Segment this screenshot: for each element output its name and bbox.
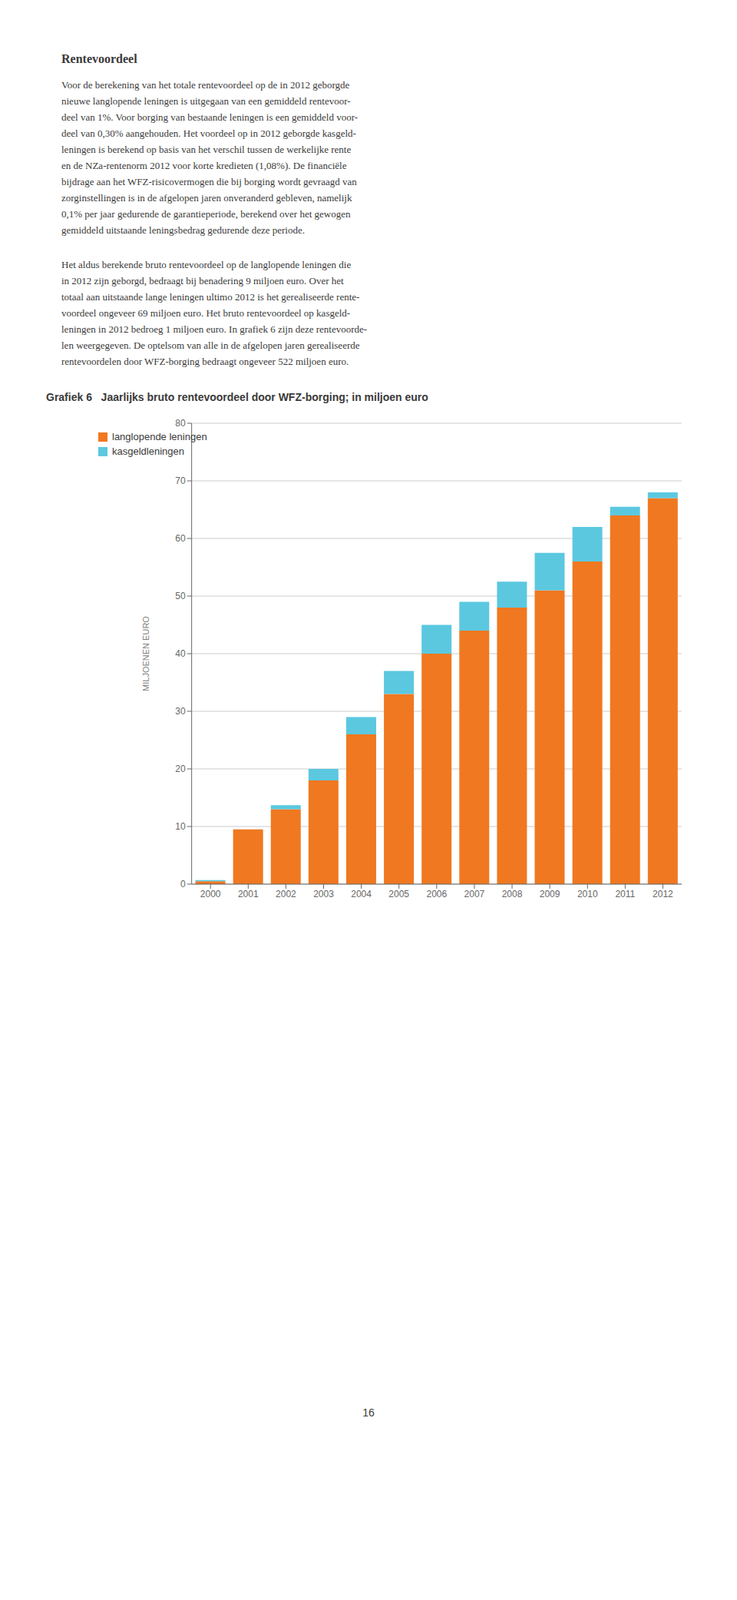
svg-text:2003: 2003 bbox=[313, 888, 334, 899]
html-text:leningen is berekend op basis: leningen is berekend op basis van het ve… bbox=[61, 143, 352, 156]
svg-text:20: 20 bbox=[175, 763, 186, 774]
html-text:nieuwe langlopende leningen is: nieuwe langlopende leningen is uitgegaan… bbox=[61, 95, 351, 107]
html-text:leningen in 2012 bedroeg 1 mil: leningen in 2012 bedroeg 1 miljoen euro.… bbox=[61, 323, 368, 335]
svg-text:2008: 2008 bbox=[502, 888, 523, 899]
html-text:16: 16 bbox=[362, 1405, 375, 1418]
html-text:len weergegeven. De optelsom v: len weergegeven. De optelsom van alle in… bbox=[61, 339, 360, 351]
svg-text:0: 0 bbox=[180, 878, 186, 890]
html-text:langlopende leningen: langlopende leningen bbox=[112, 430, 207, 443]
html-text:in 2012 zijn geborgd, bedraagt: in 2012 zijn geborgd, bedraagt bij benad… bbox=[61, 274, 344, 287]
svg-text:60: 60 bbox=[175, 532, 186, 544]
svg-text:2009: 2009 bbox=[539, 888, 561, 899]
html-text:totaal aan uitstaande lange le: totaal aan uitstaande lange leningen ult… bbox=[61, 290, 360, 303]
svg-text:10: 10 bbox=[175, 820, 186, 832]
svg-text:2007: 2007 bbox=[464, 888, 486, 899]
html-text:deel van 1%. Voor borging van: deel van 1%. Voor borging van bestaande … bbox=[61, 111, 358, 123]
html-text:bijdrage aan het WFZ-risicover: bijdrage aan het WFZ-risicovermogen die … bbox=[61, 175, 357, 188]
html-text:zorginstellingen is in de afge: zorginstellingen is in de afgelopen jare… bbox=[61, 191, 352, 204]
svg-text:2012: 2012 bbox=[652, 888, 674, 899]
svg-text:40: 40 bbox=[175, 647, 186, 659]
svg-text:2001: 2001 bbox=[237, 888, 259, 899]
html-text:Rentevoordeel: Rentevoordeel bbox=[61, 52, 138, 66]
svg-text:70: 70 bbox=[175, 475, 186, 486]
html-text:voordeel ongeveer 69 miljoen e: voordeel ongeveer 69 miljoen euro. Het b… bbox=[61, 307, 351, 319]
svg-text:30: 30 bbox=[175, 705, 186, 717]
svg-text:50: 50 bbox=[175, 590, 186, 602]
html-text:0,1% per jaar gedurende de gar: 0,1% per jaar gedurende de garantieperio… bbox=[61, 208, 351, 220]
html-text:Grafiek 6 Jaarlijks bruto rent: Grafiek 6 Jaarlijks bruto rentevoordeel … bbox=[46, 390, 429, 404]
svg-text:2002: 2002 bbox=[275, 888, 297, 899]
html-text:kasgeldleningen: kasgeldleningen bbox=[112, 445, 185, 457]
svg-text:2006: 2006 bbox=[426, 888, 447, 899]
html-text:Voor de berekening van het tot: Voor de berekening van het totale rentev… bbox=[61, 79, 350, 91]
svg-text:80: 80 bbox=[175, 417, 186, 429]
svg-text:2005: 2005 bbox=[388, 888, 410, 899]
html-text:en de NZa-rentenorm 2012 voor: en de NZa-rentenorm 2012 voor korte kred… bbox=[61, 159, 347, 172]
html-text:deel van 0,30% aangehouden. He: deel van 0,30% aangehouden. Het voordeel… bbox=[61, 127, 357, 139]
html-text:gemiddeld uitstaande leningsbe: gemiddeld uitstaande leningsbedrag gedur… bbox=[61, 224, 305, 236]
svg-text:2000: 2000 bbox=[200, 888, 222, 899]
svg-text:MILJOENEN EURO: MILJOENEN EURO bbox=[141, 615, 151, 691]
html-text:Het aldus berekende bruto rent: Het aldus berekende bruto rentevoordeel … bbox=[61, 258, 351, 271]
html-text:rentevoordelen door WFZ-borgin: rentevoordelen door WFZ-borging bedraagt… bbox=[61, 355, 349, 367]
svg-text:2004: 2004 bbox=[350, 888, 372, 899]
svg-text:2010: 2010 bbox=[577, 888, 599, 899]
svg-text:2011: 2011 bbox=[614, 888, 635, 899]
